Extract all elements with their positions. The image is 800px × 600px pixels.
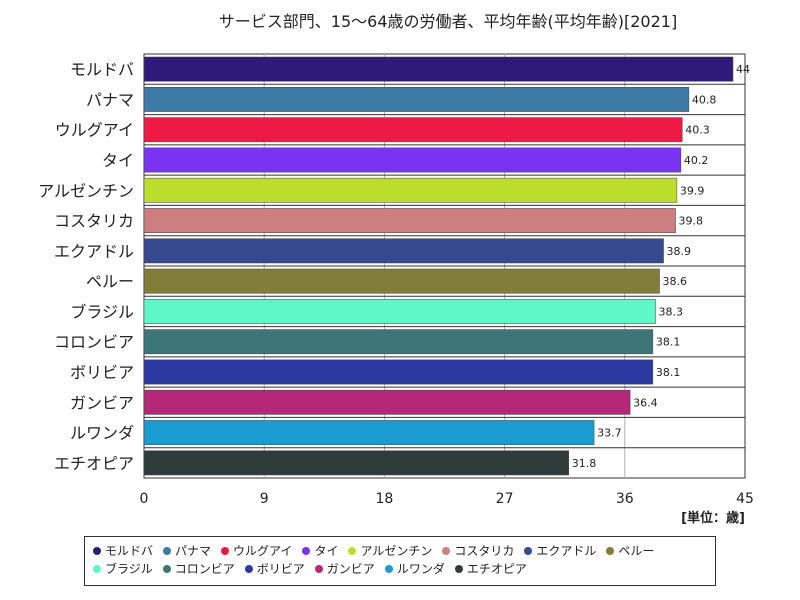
legend-label: パナマ: [175, 544, 212, 558]
value-label: 39.9: [680, 184, 705, 197]
value-label: 31.8: [572, 457, 597, 470]
legend-label: ボリビア: [256, 562, 305, 576]
legend-marker: [348, 547, 357, 555]
x-tick-label: 27: [496, 491, 514, 507]
legend: モルドバ パナマ ウルグアイ タイ アルゼンチン コスタリカ エクアドル ペルーブラジル コロン…: [84, 536, 716, 586]
legend-label: コスタリカ: [454, 544, 515, 558]
legend-marker: [524, 547, 533, 555]
legend-marker: [162, 565, 171, 573]
bar: [143, 208, 676, 233]
bar: [143, 87, 690, 112]
legend-marker: [302, 547, 311, 555]
bar: [143, 147, 682, 173]
legend-item: ペルー: [606, 542, 654, 560]
x-tick-label: 45: [736, 491, 754, 507]
legend-label: モルドバ: [105, 544, 154, 558]
bar: [143, 389, 631, 415]
category-label: ブラジル: [70, 302, 134, 321]
value-label: 38.9: [667, 245, 692, 258]
value-label: 38.1: [656, 336, 681, 349]
category-label: ボリビア: [70, 363, 134, 382]
category-label: エチオピア: [54, 454, 134, 473]
legend-label: エチオピア: [466, 562, 527, 576]
value-label: 39.8: [679, 215, 704, 228]
category-label: ペルー: [86, 272, 134, 291]
bar: [143, 238, 664, 264]
bar: [143, 268, 660, 294]
bar: [143, 177, 678, 203]
bar: [143, 420, 595, 445]
legend-item: ガンビア: [314, 560, 375, 578]
legend-label: ガンビア: [326, 562, 375, 576]
legend-label: エクアドル: [536, 544, 597, 558]
legend-label: ブラジル: [105, 562, 153, 576]
legend-marker: [244, 565, 253, 573]
bar: [143, 450, 569, 476]
legend-marker: [442, 547, 451, 555]
legend-item: アルゼンチン: [348, 542, 432, 560]
chart-title: サービス部門、15～64歳の労働者、平均年齢(平均年齢)[2021]: [219, 12, 677, 31]
category-label: コロンビア: [54, 333, 134, 352]
legend-item: エクアドル: [524, 542, 596, 560]
legend-marker: [454, 565, 463, 573]
bar: [143, 56, 734, 82]
x-tick-label: 18: [375, 491, 393, 507]
x-tick-label: 0: [140, 491, 149, 507]
bar: [143, 359, 654, 385]
category-label: パナマ: [86, 90, 134, 109]
bar: [143, 117, 683, 143]
value-label: 40.8: [692, 93, 717, 106]
legend-marker: [384, 565, 393, 573]
value-label: 40.2: [684, 154, 709, 167]
value-label: 38.1: [656, 366, 681, 379]
legend-item: エチオピア: [454, 560, 527, 578]
x-tick-label: 36: [616, 491, 634, 507]
legend-item: コスタリカ: [442, 542, 514, 560]
category-label: ウルグアイ: [55, 121, 134, 140]
value-label: 38.6: [663, 275, 688, 288]
category-label: アルゼンチン: [38, 181, 134, 200]
legend-marker: [93, 547, 101, 555]
legend-item: ボリビア: [244, 560, 305, 578]
bar: [143, 299, 656, 324]
category-label: エクアドル: [54, 242, 134, 261]
value-label: 36.4: [633, 396, 658, 409]
legend-label: ルワンダ: [396, 562, 445, 576]
legend-item: ウルグアイ: [221, 542, 292, 560]
category-label: タイ: [102, 151, 134, 170]
value-label: 38.3: [659, 305, 684, 318]
legend-item: コロンビア: [162, 560, 235, 578]
category-label: ガンビア: [70, 393, 134, 412]
legend-item: パナマ: [163, 542, 211, 560]
unit-label: [単位：歳]: [681, 510, 745, 526]
bar: [143, 329, 654, 355]
value-label: 40.3: [685, 124, 710, 137]
legend-marker: [163, 547, 172, 555]
legend-item: ルワンダ: [384, 560, 445, 578]
legend-item: モルドバ: [93, 542, 153, 560]
legend-item: ブラジル: [93, 560, 153, 578]
category-label: モルドバ: [70, 60, 134, 79]
legend-marker: [314, 565, 323, 573]
legend-label: ペルー: [618, 544, 655, 558]
value-label: 33.7: [597, 427, 622, 440]
legend-item: タイ: [302, 542, 338, 560]
category-label: ルワンダ: [70, 424, 134, 443]
legend-marker: [93, 565, 101, 573]
legend-label: ウルグアイ: [233, 544, 293, 558]
legend-label: タイ: [314, 544, 339, 558]
legend-label: コロンビア: [174, 562, 235, 576]
legend-marker: [221, 547, 230, 555]
legend-marker: [606, 547, 615, 555]
legend-label: アルゼンチン: [360, 544, 433, 558]
value-label: 44: [736, 63, 750, 76]
x-tick-label: 9: [260, 491, 269, 507]
category-label: コスタリカ: [54, 212, 134, 231]
